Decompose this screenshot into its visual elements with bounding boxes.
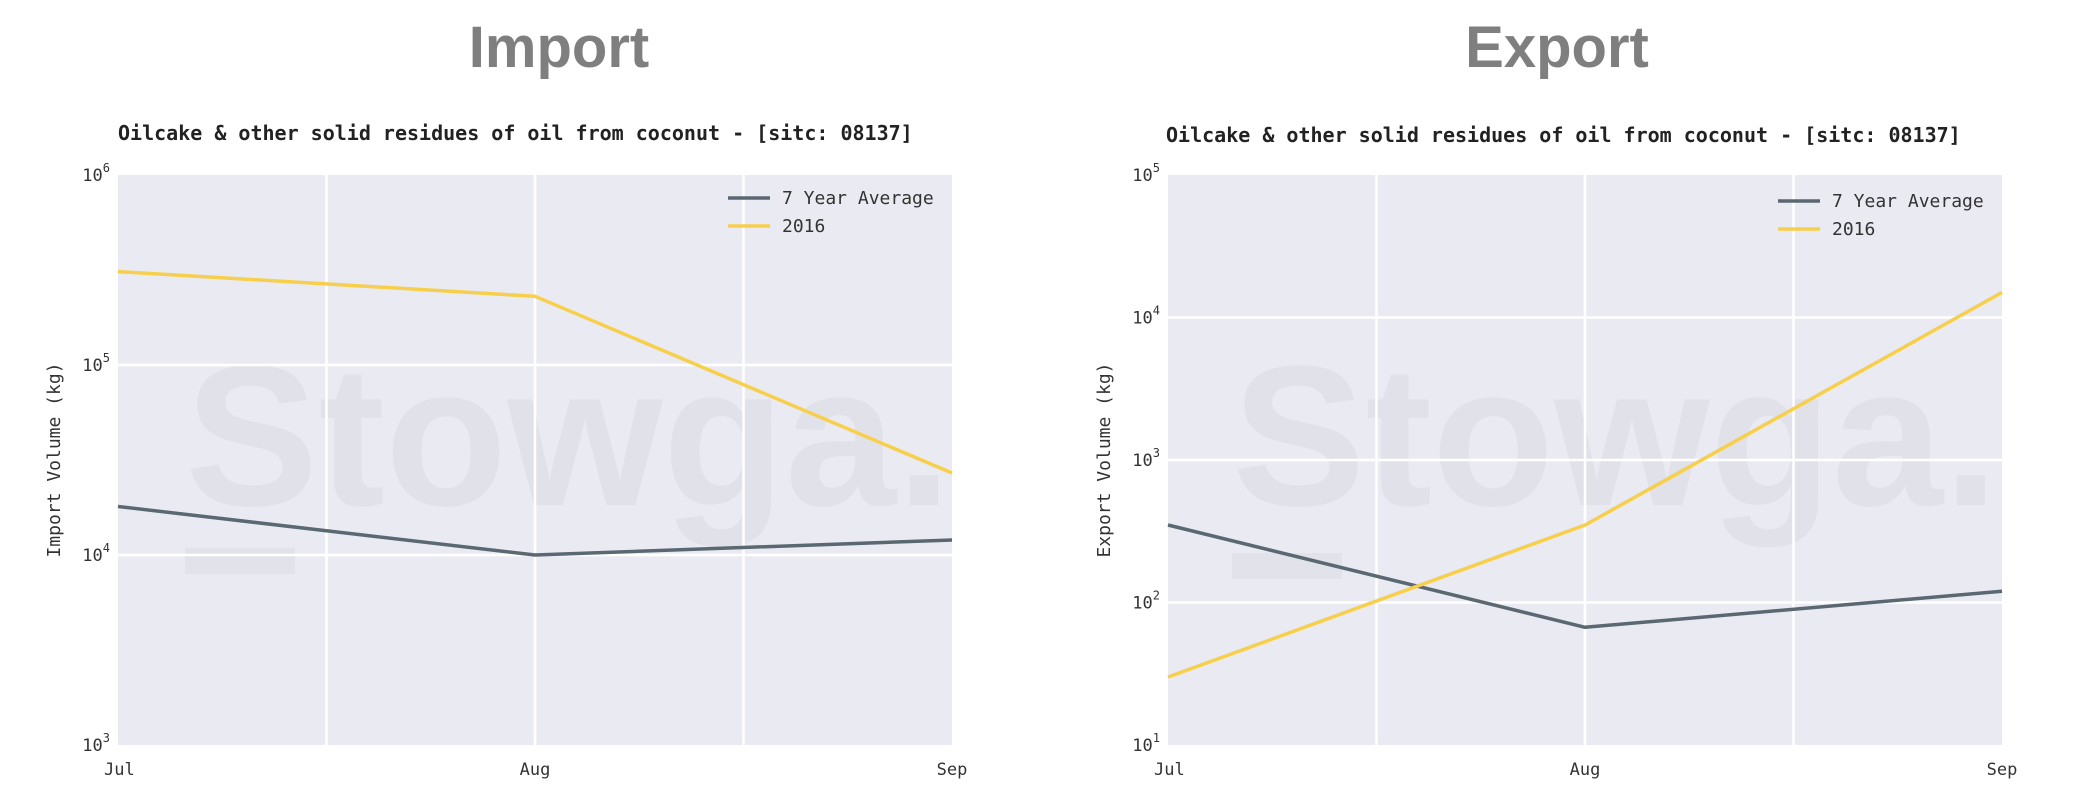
watermark-bar [1232, 553, 1342, 579]
y-axis-label: Export Volume (kg) [1094, 362, 1115, 557]
import-heading: Import [468, 15, 650, 80]
watermark-text: Stowga. [185, 325, 952, 548]
chart-title: Oilcake & other solid residues of oil fr… [118, 121, 913, 145]
legend-label: 7 Year Average [782, 188, 934, 209]
y-tick-label: 105 [1132, 161, 1160, 186]
y-tick-label: 106 [82, 161, 110, 186]
watermark-text: Stowga. [1232, 325, 1999, 548]
y-tick-label: 104 [1132, 304, 1160, 329]
y-tick-label: 101 [1132, 731, 1160, 756]
export-heading: Export [1465, 15, 1649, 80]
watermark-bar [185, 548, 295, 574]
y-tick-label: 105 [82, 351, 110, 376]
x-tick-label: Aug [1570, 760, 1601, 780]
chart-export: Stowga. Oilcake & other solid residues of… [1094, 123, 2017, 780]
chart-import: Stowga. Oilcake & other solid residues of… [44, 121, 967, 780]
x-tick-label: Jul [1154, 760, 1185, 780]
legend-label: 2016 [782, 216, 825, 237]
y-axis-label: Import Volume (kg) [44, 362, 65, 557]
x-tick-label: Sep [1987, 760, 2018, 780]
y-tick-label: 102 [1132, 589, 1160, 614]
legend-label: 7 Year Average [1832, 191, 1984, 212]
x-tick-label: Aug [520, 760, 551, 780]
chart-title: Oilcake & other solid residues of oil fr… [1166, 123, 1961, 147]
y-tick-label: 103 [82, 731, 110, 756]
legend-label: 2016 [1832, 219, 1875, 240]
x-tick-label: Jul [104, 760, 135, 780]
y-tick-label: 104 [82, 541, 110, 566]
y-tick-label: 103 [1132, 446, 1160, 471]
x-tick-label: Sep [937, 760, 968, 780]
